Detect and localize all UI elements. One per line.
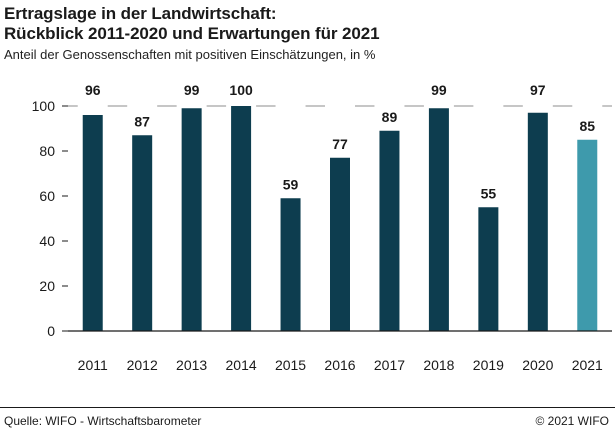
data-label: 77 xyxy=(332,136,348,152)
y-tick-label: 60 xyxy=(39,188,55,204)
chart-title-line-2: Rückblick 2011-2020 und Erwartungen für … xyxy=(4,24,380,43)
bar xyxy=(280,198,301,331)
bar xyxy=(577,139,598,331)
bar xyxy=(82,115,103,331)
data-label: 99 xyxy=(431,82,447,98)
bar xyxy=(132,135,153,331)
x-tick-label: 2011 xyxy=(78,357,108,373)
x-tick-label: 2016 xyxy=(324,357,355,373)
label-backdrop xyxy=(127,103,158,109)
bar xyxy=(478,207,499,331)
data-label: 97 xyxy=(530,82,546,98)
bar xyxy=(379,130,400,331)
label-backdrop xyxy=(176,103,207,109)
data-label: 85 xyxy=(579,118,595,134)
label-backdrop xyxy=(77,103,108,109)
x-tick-label: 2012 xyxy=(127,357,158,373)
y-tick-label: 100 xyxy=(32,98,56,114)
chart-title-line-1: Ertragslage in der Landwirtschaft: xyxy=(4,4,277,23)
footer-divider xyxy=(0,407,615,408)
chart-title: Ertragslage in der Landwirtschaft: Rückb… xyxy=(4,4,380,44)
data-label: 96 xyxy=(85,82,101,98)
x-tick-label: 2017 xyxy=(374,357,405,373)
label-backdrop xyxy=(572,103,603,109)
bar xyxy=(527,112,548,331)
data-label: 100 xyxy=(229,82,253,98)
bar xyxy=(181,108,202,331)
label-backdrop xyxy=(275,103,306,109)
x-tick-label: 2020 xyxy=(522,357,553,373)
label-backdrop xyxy=(522,103,553,109)
bar xyxy=(231,106,252,331)
y-tick-label: 80 xyxy=(39,143,55,159)
data-label: 55 xyxy=(481,185,497,201)
source-note: Quelle: WIFO - Wirtschaftsbarometer xyxy=(4,414,202,428)
y-tick-label: 20 xyxy=(39,278,55,294)
x-tick-label: 2021 xyxy=(572,357,603,373)
data-label: 87 xyxy=(134,113,150,129)
label-backdrop xyxy=(423,103,454,109)
y-tick-label: 40 xyxy=(39,233,55,249)
label-backdrop xyxy=(374,103,405,109)
x-tick-label: 2018 xyxy=(423,357,454,373)
x-tick-label: 2014 xyxy=(226,357,257,373)
copyright-note: © 2021 WIFO xyxy=(535,414,609,428)
x-tick-label: 2019 xyxy=(473,357,504,373)
label-backdrop xyxy=(325,103,355,109)
x-tick-label: 2013 xyxy=(176,357,207,373)
data-label: 99 xyxy=(184,82,200,98)
bar xyxy=(428,108,449,331)
label-backdrop xyxy=(473,103,504,109)
x-tick-label: 2015 xyxy=(275,357,306,373)
data-label: 89 xyxy=(382,109,398,125)
data-label: 59 xyxy=(283,176,299,192)
y-tick-label: 0 xyxy=(47,323,55,339)
chart-subtitle: Anteil der Genossenschaften mit positive… xyxy=(4,47,376,62)
bar xyxy=(330,157,350,331)
